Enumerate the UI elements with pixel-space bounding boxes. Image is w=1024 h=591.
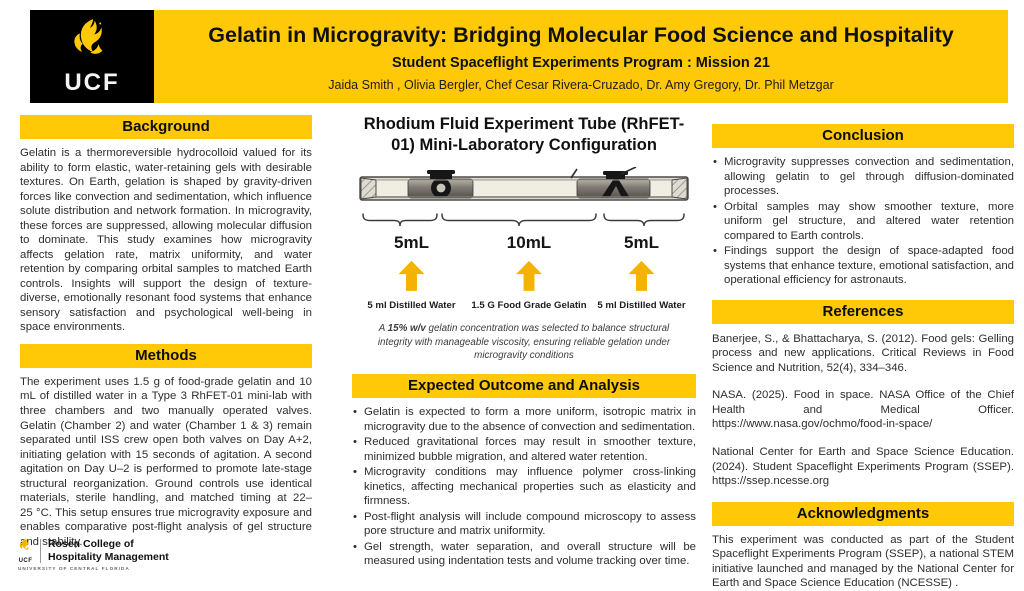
poster-title: Gelatin in Microgravity: Bridging Molecu…: [208, 23, 954, 47]
conclusion-bullets: Microgravity suppresses convection and s…: [712, 155, 1014, 288]
footer-divider: [40, 539, 41, 563]
up-arrow-icon: [628, 260, 655, 291]
ucf-pegasus-icon: [70, 18, 114, 69]
content-label-right: 5 ml Distilled Water: [597, 299, 686, 311]
bullet-item: Microgravity suppresses convection and s…: [712, 155, 1014, 199]
footer-university-line: UNIVERSITY OF CENTRAL FLORIDA: [18, 566, 130, 571]
up-arrow-icon: [516, 260, 542, 291]
poster-authors: Jaida Smith , Olivia Bergler, Chef Cesar…: [328, 77, 834, 92]
ucf-logo-box: UCF: [30, 10, 154, 103]
conclusion-heading: Conclusion: [712, 124, 1014, 148]
rosen-college-logo: UCF Rosen College of Hospitality Managem…: [18, 538, 169, 571]
background-body: Gelatin is a thermoreversible hydrocollo…: [20, 147, 312, 334]
header-band: UCF Gelatin in Microgravity: Bridging Mo…: [30, 10, 1008, 103]
bullet-item: Post-flight analysis will include compou…: [352, 510, 696, 539]
footer-college-line1: Rosen College of: [48, 538, 134, 551]
footer-ucf-text: UCF: [18, 558, 33, 564]
volume-label-right: 5mL: [624, 232, 659, 252]
ucf-pegasus-small-icon: [18, 538, 33, 557]
methods-body: The experiment uses 1.5 g of food-grade …: [20, 375, 312, 548]
volume-label-middle: 10mL: [506, 232, 552, 252]
acknowledgments-body: This experiment was conducted as part of…: [712, 533, 1014, 590]
references-heading: References: [712, 299, 1014, 324]
methods-heading: Methods: [20, 343, 312, 368]
volume-label-left: 5mL: [394, 232, 429, 252]
up-arrow-icon: [398, 260, 425, 291]
bullet-item: Reduced gravitational forces may result …: [352, 435, 696, 464]
bullet-item: Orbital samples may show smoother textur…: [712, 200, 1014, 244]
expected-heading: Expected Outcome and Analysis: [352, 373, 696, 398]
note-rest: gelatin concentration was selected to ba…: [377, 322, 671, 362]
reference-item: National Center for Earth and Space Scie…: [712, 445, 1014, 488]
note-prefix: A: [378, 322, 388, 334]
note-bold-value: 15% w/v: [387, 322, 426, 334]
title-banner: Gelatin in Microgravity: Bridging Molecu…: [154, 10, 1008, 103]
right-column: Conclusion Microgravity suppresses conve…: [712, 124, 1014, 591]
expected-outcome-section: Expected Outcome and Analysis Gelatin is…: [352, 373, 696, 569]
tube-illustration-svg: [359, 166, 689, 201]
concentration-note: A 15% w/v gelatin concentration was sele…: [370, 322, 678, 363]
reference-item: NASA. (2025). Food in space. NASA Office…: [712, 389, 1014, 431]
content-labels-row: 5 ml Distilled Water 1.5 G Food Grade Ge…: [359, 291, 689, 311]
bullet-item: Microgravity conditions may influence po…: [352, 465, 696, 509]
arrows-row: [359, 253, 689, 291]
bullet-item: Gel strength, water separation, and over…: [352, 540, 696, 569]
volume-labels-row: 5mL 10mL 5mL: [359, 233, 689, 253]
content-label-middle: 1.5 G Food Grade Gelatin: [471, 299, 587, 311]
bullet-item: Gelatin is expected to form a more unifo…: [352, 405, 696, 434]
footer-college-line2: Hospitality Management: [48, 551, 169, 563]
poster: UCF Gelatin in Microgravity: Bridging Mo…: [0, 0, 1024, 576]
middle-column: Rhodium Fluid Experiment Tube (RhFET-01)…: [352, 112, 696, 570]
background-heading: Background: [20, 115, 312, 139]
acknowledgments-heading: Acknowledgments: [712, 501, 1014, 526]
rhfet-tube-diagram: 5mL 10mL 5mL 5 ml Distilled Water 1.5 G …: [359, 166, 689, 311]
reference-item: Banerjee, S., & Bhattacharya, S. (2012).…: [712, 332, 1014, 374]
dimension-braces: [362, 213, 685, 226]
left-column: Background Gelatin is a thermoreversible…: [20, 115, 312, 549]
poster-subtitle: Student Spaceflight Experiments Program …: [392, 54, 770, 71]
expected-bullets: Gelatin is expected to form a more unifo…: [352, 405, 696, 569]
ucf-logo-text: UCF: [64, 69, 120, 96]
content-label-left: 5 ml Distilled Water: [367, 299, 456, 311]
diagram-title: Rhodium Fluid Experiment Tube (RhFET-01)…: [363, 115, 685, 155]
bullet-item: Findings support the design of space-ada…: [712, 244, 1014, 288]
